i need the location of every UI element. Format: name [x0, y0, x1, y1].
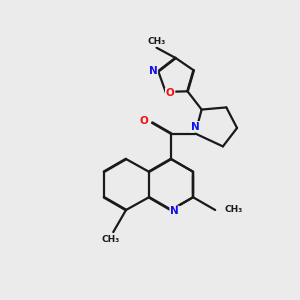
Text: O: O	[166, 88, 175, 98]
Text: N: N	[148, 66, 157, 76]
Text: O: O	[140, 116, 148, 126]
Text: N: N	[170, 206, 179, 217]
Text: CH₃: CH₃	[147, 37, 166, 46]
Text: N: N	[191, 122, 200, 132]
Text: CH₃: CH₃	[224, 206, 242, 214]
Text: CH₃: CH₃	[101, 235, 119, 244]
